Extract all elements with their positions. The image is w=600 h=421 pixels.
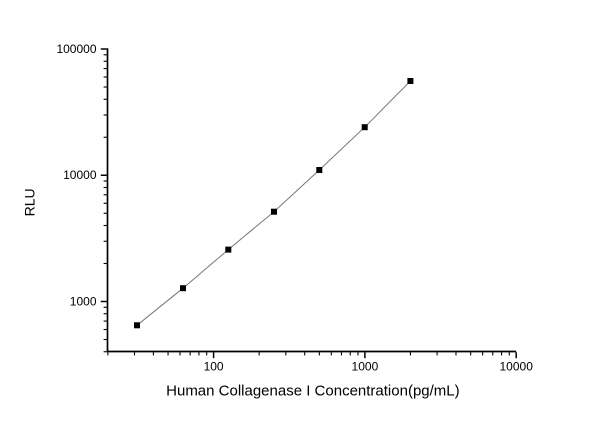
svg-text:100: 100	[204, 359, 224, 373]
svg-text:10000: 10000	[63, 168, 97, 182]
svg-text:1000: 1000	[70, 294, 97, 308]
svg-text:RLU: RLU	[22, 188, 38, 216]
svg-text:1000: 1000	[352, 359, 379, 373]
svg-text:Human Collagenase I Concentrat: Human Collagenase I Concentration(pg/mL)	[166, 383, 460, 400]
svg-text:100000: 100000	[56, 42, 96, 56]
svg-text:10000: 10000	[500, 359, 534, 373]
